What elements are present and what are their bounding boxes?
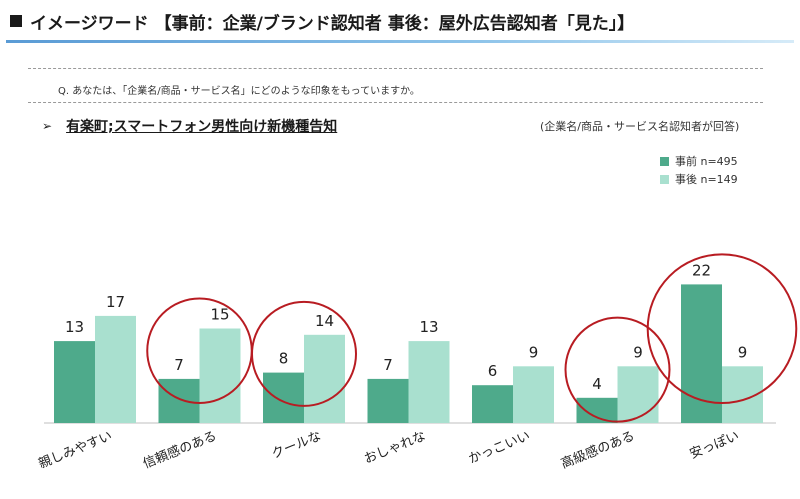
title-row: イメージワード 【事前：企業/ブランド認知者 事後：屋外広告認知者「見た」】 xyxy=(10,8,634,34)
data-label-post-5: 9 xyxy=(633,343,643,361)
respondent-note: (企業名/商品・サービス名認知者が回答) xyxy=(540,120,740,133)
divider-top xyxy=(28,68,763,69)
x-tick-label-4: かっこいい xyxy=(467,429,533,467)
highlight-circle-5 xyxy=(564,316,671,423)
subtitle-row: ➢ 有楽町;スマートフォン男性向け新機種告知 xyxy=(42,116,337,136)
divider-bottom xyxy=(28,102,763,103)
bar-pre-0 xyxy=(54,341,95,423)
data-label-pre-5: 4 xyxy=(592,375,602,393)
data-label-post-4: 9 xyxy=(529,343,539,361)
data-label-pre-6: 22 xyxy=(692,261,711,279)
x-tick-label-1: 信頼感のある xyxy=(141,428,219,472)
highlight-circle-2 xyxy=(251,300,357,407)
bar-pre-3 xyxy=(367,378,409,423)
x-tick-label-5: 高級感のある xyxy=(559,428,637,472)
highlight-circle-6 xyxy=(646,253,798,405)
bar-post-5 xyxy=(617,366,659,423)
question-text: Q. あなたは、「企業名/商品・サービス名」にどのような印象をもっていますか。 xyxy=(58,86,420,97)
legend-swatch-post xyxy=(660,174,669,184)
x-tick-label-2: クールな xyxy=(270,429,324,462)
title-underline xyxy=(6,40,794,43)
x-tick-label-0: 親しみやすい xyxy=(37,429,115,472)
bar-pre-1 xyxy=(158,378,200,423)
data-label-post-1: 15 xyxy=(210,306,229,324)
bar-post-3 xyxy=(408,341,450,423)
x-tick-label-3: おしゃれな xyxy=(362,429,428,467)
bar-post-2 xyxy=(304,334,345,423)
legend-item-pre: 事前 n=495 xyxy=(660,152,738,170)
arrow-bullet-icon: ➢ xyxy=(42,119,53,133)
bar-pre-5 xyxy=(576,397,618,423)
data-label-pre-4: 6 xyxy=(488,362,498,380)
bar-pre-4 xyxy=(472,385,513,423)
bar-pre-2 xyxy=(263,372,304,423)
data-label-post-2: 14 xyxy=(315,312,334,330)
data-label-pre-2: 8 xyxy=(279,350,289,368)
legend-label-post: 事後 n=149 xyxy=(675,173,738,186)
data-label-post-0: 17 xyxy=(106,293,125,311)
bar-post-1 xyxy=(199,328,241,423)
legend-swatch-pre xyxy=(660,156,669,166)
data-label-pre-1: 7 xyxy=(174,356,184,374)
chart-legend: 事前 n=495 事後 n=149 xyxy=(660,152,738,188)
legend-item-post: 事後 n=149 xyxy=(660,170,738,188)
bar-post-0 xyxy=(95,315,136,423)
title-bullet-square xyxy=(10,15,22,27)
data-label-pre-3: 7 xyxy=(383,356,393,374)
data-label-post-6: 9 xyxy=(738,343,748,361)
x-tick-label-6: 安っぽい xyxy=(688,429,742,462)
legend-label-pre: 事前 n=495 xyxy=(675,155,738,168)
bar-post-4 xyxy=(513,366,554,423)
chart-subtitle: 有楽町;スマートフォン男性向け新機種告知 xyxy=(66,119,338,135)
data-label-post-3: 13 xyxy=(419,318,438,336)
page-title: イメージワード 【事前：企業/ブランド認知者 事後：屋外広告認知者「見た」】 xyxy=(30,13,635,34)
data-label-pre-0: 13 xyxy=(65,318,84,336)
